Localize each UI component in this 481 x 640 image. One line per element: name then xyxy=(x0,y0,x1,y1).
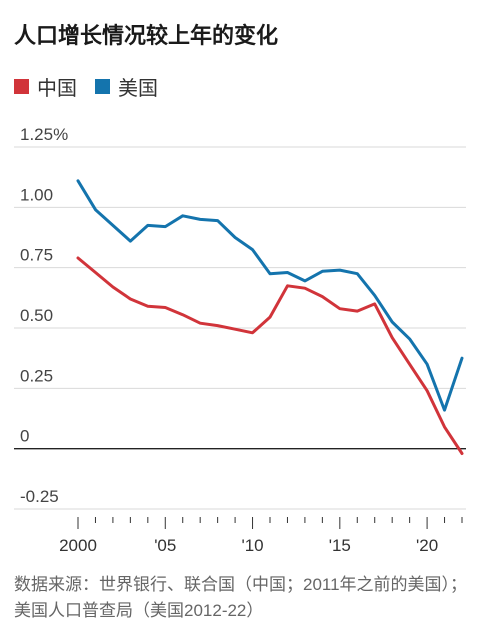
y-tick-label: 0.50 xyxy=(20,306,53,325)
chart-title: 人口增长情况较上年的变化 xyxy=(14,23,279,48)
series-line-usa xyxy=(76,179,464,412)
legend: 中国 美国 xyxy=(14,72,158,101)
legend-item-usa: 美国 xyxy=(95,72,158,101)
series-line-china xyxy=(76,256,464,455)
y-tick-label: 1.25% xyxy=(20,125,68,144)
x-tick-label: 2000 xyxy=(59,536,97,555)
x-tick-label: '15 xyxy=(329,536,351,555)
legend-label-usa: 美国 xyxy=(118,78,158,100)
legend-label-china: 中国 xyxy=(37,78,77,100)
x-tick-label: '20 xyxy=(416,536,438,555)
y-tick-label: 0.75 xyxy=(20,246,53,265)
y-tick-label: 1.00 xyxy=(20,185,53,204)
source-note: 数据来源：世界银行、联合国（中国；2011年之前的美国）；美国人口普查局（美国2… xyxy=(14,575,468,620)
legend-swatch-usa xyxy=(95,79,110,94)
y-tick-label: 0 xyxy=(20,427,29,446)
legend-item-china: 中国 xyxy=(14,72,77,101)
x-tick-label: '05 xyxy=(154,536,176,555)
y-tick-label: -0.25 xyxy=(20,487,59,506)
x-tick-label: '10 xyxy=(241,536,263,555)
legend-swatch-china xyxy=(14,79,29,94)
y-tick-label: 0.25 xyxy=(20,366,53,385)
